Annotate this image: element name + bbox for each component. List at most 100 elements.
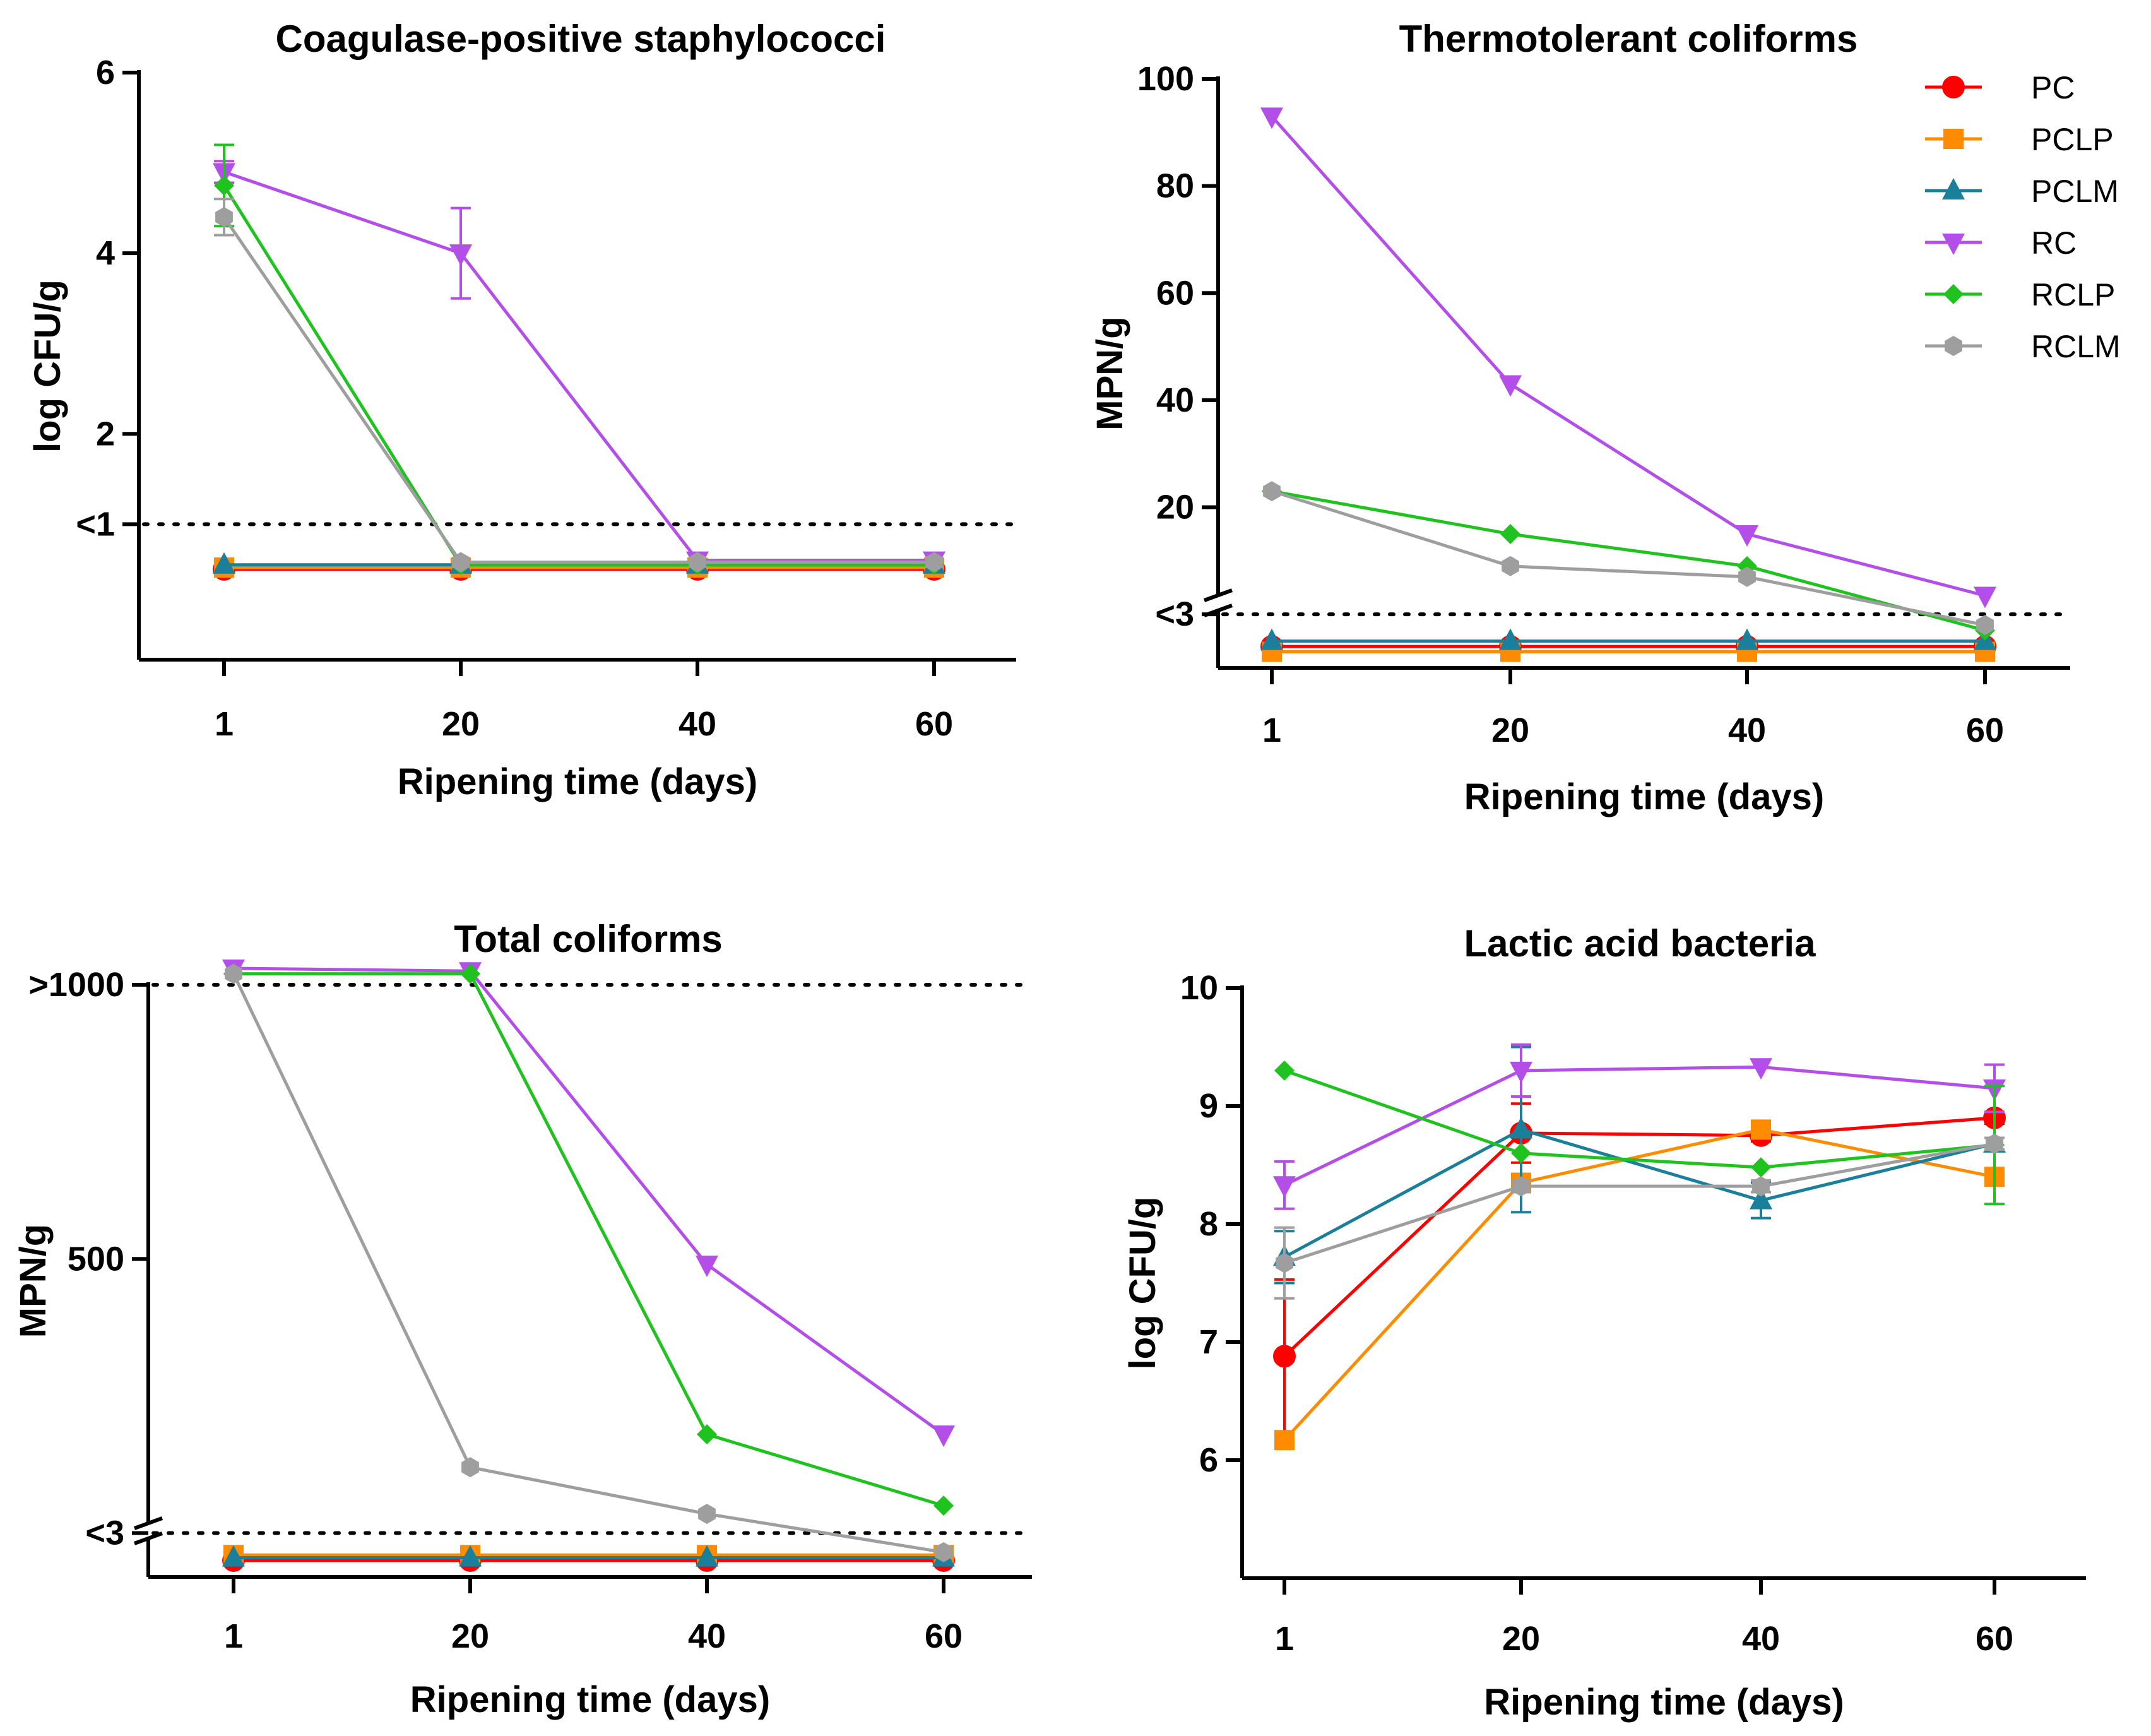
legend-label: PC xyxy=(2031,70,2075,105)
data-point xyxy=(1273,1176,1296,1198)
data-point xyxy=(689,552,706,573)
data-point xyxy=(935,1542,952,1562)
data-point xyxy=(459,1545,482,1567)
data-point xyxy=(1260,107,1283,129)
data-point xyxy=(452,552,470,573)
data-point xyxy=(1750,1187,1772,1210)
series-rclm xyxy=(1274,1133,2005,1300)
series-line xyxy=(1271,489,1986,627)
y-tick-label: 9 xyxy=(1199,1087,1218,1125)
data-point xyxy=(1263,481,1281,502)
data-point xyxy=(933,1495,954,1516)
chart-title: Total coliforms xyxy=(454,918,723,960)
x-tick-label: 20 xyxy=(1491,711,1529,749)
chart-panel-2: Thermotolerant coliforms 20 40 60 80 100 <3 1 20… xyxy=(1089,18,2072,817)
legend-marker xyxy=(1942,76,1965,98)
y-axis-label: MPN/g xyxy=(13,1224,54,1338)
series-pclp xyxy=(1262,641,1995,662)
axis-break-mark xyxy=(133,1531,163,1545)
legend-marker xyxy=(1943,284,1964,304)
y-tick-label: 8 xyxy=(1199,1205,1218,1243)
chart-panel-4: Lactic acid bacteria 6 7 8 9 10 1 20 40 60 Ripenin… xyxy=(1122,922,2086,1723)
chart-panel-3: Total coliforms 500 >1000 <3 1 20 40 60 Ripening… xyxy=(13,918,1034,1720)
data-point xyxy=(1273,1345,1296,1368)
data-point xyxy=(461,1457,479,1478)
series-line xyxy=(1283,1065,1995,1187)
data-point xyxy=(1510,1117,1532,1139)
data-point xyxy=(698,1504,716,1525)
legend-marker xyxy=(1943,129,1964,149)
x-tick-label: 60 xyxy=(925,1617,963,1655)
data-point xyxy=(1738,566,1756,587)
data-point xyxy=(1511,1143,1531,1163)
legend-marker xyxy=(1942,178,1965,199)
data-point xyxy=(1736,525,1758,547)
series-pc xyxy=(1260,635,1996,658)
series-rc xyxy=(222,959,955,1448)
data-point xyxy=(696,1545,718,1567)
series-pclp xyxy=(223,1545,954,1566)
y-tick-label: 500 xyxy=(68,1240,124,1278)
x-tick-label: 60 xyxy=(1976,1620,2013,1658)
series-rclm xyxy=(225,963,952,1562)
series-rclp xyxy=(1274,1060,2005,1206)
chart-title: Lactic acid bacteria xyxy=(1464,922,1816,965)
x-tick-label: 1 xyxy=(224,1617,243,1655)
y-tick-label: <3 xyxy=(85,1514,124,1552)
x-tick-label: 60 xyxy=(1966,711,2004,749)
series-line xyxy=(1283,1127,1995,1441)
x-axis-label: Ripening time (days) xyxy=(410,1679,770,1720)
series-rclp xyxy=(223,963,954,1516)
x-tick-label: 40 xyxy=(678,705,716,743)
x-tick-label: 20 xyxy=(1502,1620,1540,1658)
x-tick-label: 20 xyxy=(451,1617,489,1655)
legend-label: PCLM xyxy=(2031,174,2119,209)
chart-title: Thermotolerant coliforms xyxy=(1399,18,1858,60)
y-tick-label: 60 xyxy=(1156,274,1194,312)
series-line xyxy=(222,216,934,564)
y-tick-label: 10 xyxy=(1180,969,1218,1007)
x-tick-label: 1 xyxy=(1275,1620,1294,1658)
data-point xyxy=(1750,1058,1772,1080)
legend-marker xyxy=(1942,234,1965,255)
data-point xyxy=(1752,1176,1770,1197)
y-tick-label: 2 xyxy=(96,415,115,453)
x-tick-label: 20 xyxy=(442,705,480,743)
series-line xyxy=(222,184,934,567)
chart-title: Coagulase-positive staphylococci xyxy=(276,18,886,60)
series-line xyxy=(233,966,945,1436)
series-line xyxy=(1284,1069,1995,1169)
data-point xyxy=(1502,556,1519,576)
data-point xyxy=(1274,1430,1295,1451)
series-line xyxy=(1284,1142,1995,1265)
chart-panel-1: Coagulase-positive staphylococci 2 4 6 <1 1 20… xyxy=(27,18,1018,802)
y-tick-label: <1 xyxy=(76,505,115,543)
y-tick-label: 80 xyxy=(1156,167,1194,205)
legend: PC PCLP PCLM RC RCLP RCLM xyxy=(1925,70,2121,364)
x-tick-label: 60 xyxy=(915,705,953,743)
series-pclm xyxy=(1273,1045,2006,1285)
y-tick-label: 4 xyxy=(96,234,115,272)
y-tick-label: <3 xyxy=(1155,595,1194,633)
series-rclm xyxy=(1263,481,1994,636)
axis-break-mark xyxy=(133,1516,163,1530)
series-rclm xyxy=(214,198,943,573)
data-point xyxy=(1751,1119,1771,1140)
x-tick-label: 40 xyxy=(1728,711,1766,749)
x-axis-label: Ripening time (days) xyxy=(398,761,757,802)
data-point xyxy=(932,1425,955,1448)
legend-label: RCLP xyxy=(2031,277,2115,312)
data-point xyxy=(460,963,480,984)
y-axis-label: log CFU/g xyxy=(1122,1197,1163,1370)
y-tick-label: 100 xyxy=(1137,60,1194,98)
x-tick-label: 1 xyxy=(215,705,234,743)
data-point xyxy=(1499,375,1522,397)
series-line xyxy=(223,170,934,562)
x-tick-label: 1 xyxy=(1262,711,1281,749)
data-point xyxy=(1500,523,1520,544)
data-point xyxy=(1510,1061,1532,1083)
data-point xyxy=(222,1545,245,1567)
data-point xyxy=(449,244,472,266)
series-line xyxy=(1283,1127,1995,1259)
data-point xyxy=(1512,1176,1530,1197)
